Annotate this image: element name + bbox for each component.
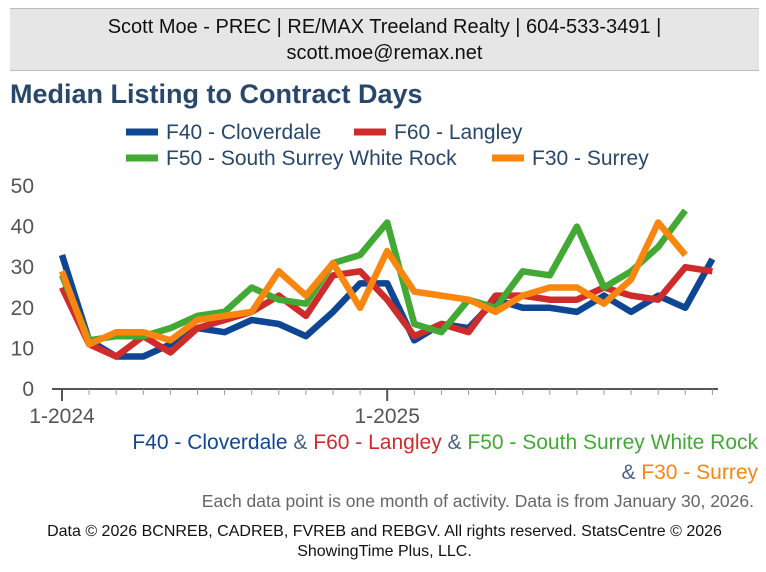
footer-series-surrey: F30 - Surrey	[641, 461, 758, 484]
footer-series-south-surrey: F50 - South Surrey White Rock	[467, 431, 758, 454]
line-chart: F40 - Cloverdale F60 - Langley F50 - South…	[11, 121, 718, 428]
x-tick-label-1: 1-2025	[355, 405, 420, 428]
series-line-0	[58, 254, 716, 360]
y-tick-label-3: 30	[11, 256, 34, 279]
data-note: Each data point is one month of activity…	[201, 491, 754, 511]
chart-axes: 0 10 20 30 40 50 1-2024 1-2025	[11, 175, 718, 428]
legend-label-1: F60 - Langley	[394, 121, 523, 144]
legend-label-3: F30 - Surrey	[532, 147, 649, 170]
footer-amp-1: &	[287, 431, 314, 454]
y-tick-label-1: 10	[11, 337, 34, 360]
copyright-notice: Data © 2026 BCNREB, CADREB, FVREB and RE…	[47, 523, 722, 560]
footer-amp-2: &	[441, 431, 468, 454]
footer-series-cloverdale: F40 - Cloverdale	[132, 431, 288, 454]
y-tick-label-4: 40	[11, 216, 34, 239]
y-tick-label-2: 20	[11, 297, 34, 320]
series-line-2	[59, 208, 688, 344]
series-footer: F40 - Cloverdale & F60 - Langley & F50 -…	[118, 428, 758, 488]
legend-label-2: F50 - South Surrey White Rock	[166, 147, 457, 170]
y-tick-label-5: 50	[11, 175, 34, 198]
chart-title: Median Listing to Contract Days	[10, 79, 423, 109]
x-tick-label-0: 1-2024	[29, 405, 95, 428]
contact-header: Scott Moe - PREC | RE/MAX Treeland Realt…	[10, 8, 759, 71]
chart-series	[58, 208, 716, 360]
footer-series-langley: F60 - Langley	[313, 431, 442, 454]
legend-label-0: F40 - Cloverdale	[166, 121, 321, 144]
footer-amp-3: &	[621, 461, 642, 484]
y-tick-label-0: 0	[22, 378, 34, 401]
contact-text: Scott Moe - PREC | RE/MAX Treeland Realt…	[107, 15, 662, 64]
series-line-3	[58, 219, 688, 348]
chart-legend: F40 - Cloverdale F60 - Langley F50 - South…	[126, 121, 649, 170]
